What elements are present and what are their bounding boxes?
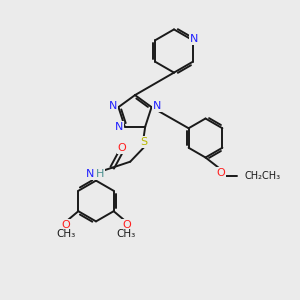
Text: CH₃: CH₃ <box>117 229 136 239</box>
Text: NH: NH <box>85 169 101 179</box>
Text: O: O <box>216 167 225 178</box>
Text: CH₃: CH₃ <box>56 229 75 239</box>
Text: H: H <box>96 169 104 179</box>
Text: N: N <box>109 100 117 111</box>
Text: N: N <box>85 169 94 179</box>
Text: S: S <box>140 137 147 147</box>
Text: N: N <box>190 34 198 44</box>
Text: CH₂CH₃: CH₂CH₃ <box>244 171 280 182</box>
Text: O: O <box>118 143 127 154</box>
Text: N: N <box>153 100 161 111</box>
Text: N: N <box>115 122 124 132</box>
Text: O: O <box>122 220 130 230</box>
Text: O: O <box>61 220 70 230</box>
